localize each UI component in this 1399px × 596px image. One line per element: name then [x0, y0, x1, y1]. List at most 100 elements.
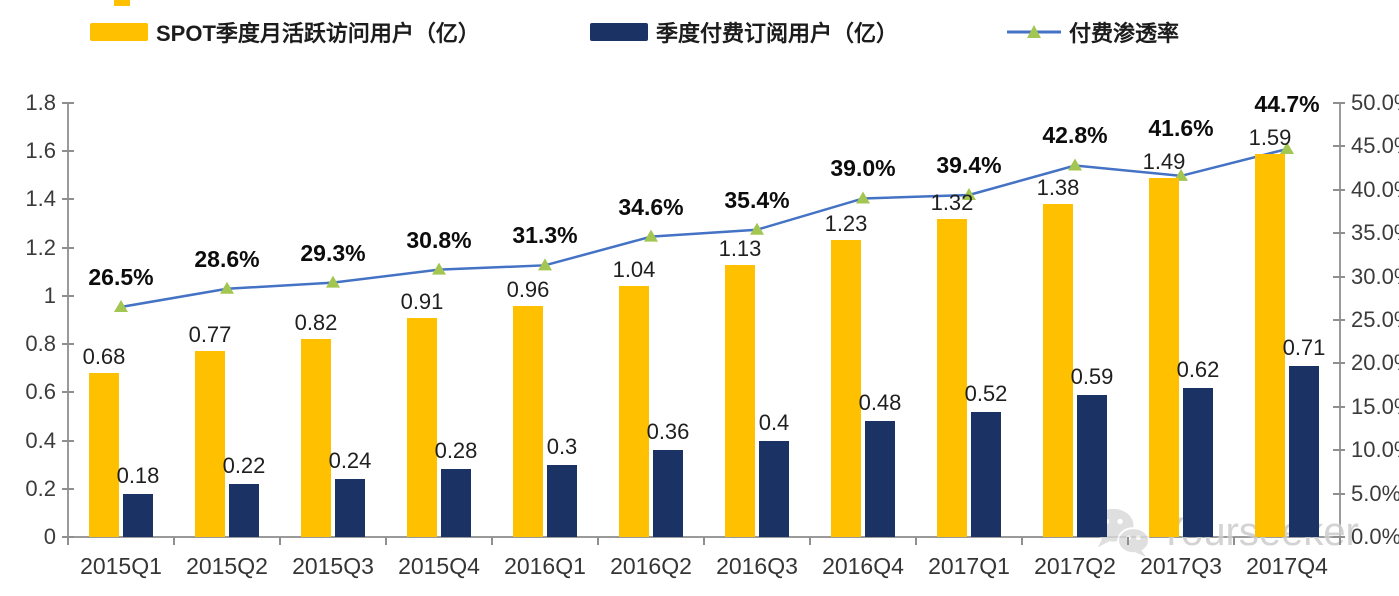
- y-axis-right-tick-label: 15.0%: [1351, 393, 1399, 419]
- penetration-marker: [432, 262, 446, 275]
- bar-mau-label: 0.91: [400, 288, 444, 314]
- x-axis-tick: [915, 537, 917, 545]
- bar-subs: [1289, 365, 1319, 537]
- legend-item-subs: 季度付费订阅用户（亿）: [590, 20, 898, 46]
- mau-legend-swatch: [90, 23, 148, 41]
- bar-mau: [89, 373, 119, 537]
- y-axis-right-tick-label: 5.0%: [1351, 480, 1399, 506]
- y-axis-left-tick-label: 1.4: [25, 186, 56, 212]
- penetration-pct-label: 41.6%: [1148, 114, 1214, 141]
- x-tick-label: 2017Q2: [1034, 553, 1116, 579]
- x-tick-label: 2016Q2: [610, 553, 692, 579]
- x-axis-tick: [1233, 537, 1235, 545]
- legend-item-mau: SPOT季度月活跃访问用户（亿）: [90, 20, 480, 46]
- y-axis-left-tick-label: 1.6: [25, 138, 56, 164]
- penetration-marker: [114, 299, 128, 312]
- y-axis-right-tick: [1333, 362, 1345, 365]
- bar-mau: [513, 305, 543, 537]
- penetration-pct-label: 28.6%: [194, 245, 260, 272]
- bar-mau-label: 1.13: [718, 235, 762, 261]
- y-axis-right-tick-label: 10.0%: [1351, 437, 1399, 463]
- bar-mau-label: 1.23: [824, 211, 868, 237]
- bar-subs-label: 0.62: [1176, 356, 1220, 382]
- penetration-marker: [326, 275, 340, 288]
- subs-legend-swatch: [590, 23, 648, 41]
- y-axis-right-tick-label: 0.0%: [1351, 524, 1399, 549]
- y-axis-right-tick: [1333, 145, 1345, 148]
- y-axis-left-tick: [62, 439, 74, 442]
- y-axis-right-tick-label: 45.0%: [1351, 133, 1399, 159]
- x-tick-label: 2015Q2: [186, 553, 268, 579]
- y-axis-left-tick-label: 0.8: [25, 331, 56, 357]
- x-tick-label: 2016Q4: [822, 553, 904, 579]
- y-axis-left-tick: [62, 246, 74, 249]
- bar-subs: [865, 421, 895, 537]
- bar-subs-label: 0.28: [434, 438, 478, 464]
- bar-mau: [831, 240, 861, 537]
- bar-subs-label: 0.18: [116, 462, 160, 488]
- penetration-marker: [856, 191, 870, 204]
- y-axis-right-tick: [1333, 405, 1345, 408]
- penetration-legend-label: 付费渗透率: [1069, 21, 1180, 46]
- y-axis-left-tick-label: 1.2: [25, 234, 56, 260]
- bar-subs: [653, 450, 683, 537]
- bar-subs: [441, 469, 471, 537]
- x-axis-tick: [385, 537, 387, 545]
- penetration-pct-label: 39.4%: [936, 152, 1002, 178]
- bar-mau-label: 0.77: [188, 322, 232, 348]
- bar-mau: [1043, 204, 1073, 537]
- y-axis-right-tick-label: 40.0%: [1351, 176, 1399, 202]
- x-tick-label: 2016Q3: [716, 553, 798, 579]
- legend-item-penetration: 付费渗透率: [1007, 20, 1179, 46]
- x-tick-label: 2016Q1: [504, 553, 586, 579]
- y-axis-right-tick: [1333, 188, 1345, 191]
- penetration-marker: [1068, 158, 1082, 171]
- bar-mau-label: 1.04: [612, 257, 656, 283]
- wechat-icon: [1093, 508, 1150, 558]
- penetration-marker: [538, 258, 552, 271]
- y-axis-left-tick: [62, 150, 74, 153]
- y-axis-right-tick: [1333, 102, 1345, 104]
- penetration-pct-label: 42.8%: [1042, 122, 1108, 149]
- bar-subs-label: 0.3: [546, 433, 578, 459]
- penetration-marker: [644, 229, 658, 242]
- x-axis-tick: [703, 537, 705, 545]
- y-axis-right-tick-label: 30.0%: [1351, 263, 1399, 289]
- x-axis-tick: [67, 537, 69, 545]
- subs-legend-label: 季度付费订阅用户（亿）: [656, 21, 899, 46]
- bar-subs: [229, 483, 259, 537]
- bar-mau: [301, 339, 331, 537]
- bar-subs-label: 0.4: [758, 409, 790, 435]
- y-axis-right-tick: [1333, 232, 1345, 235]
- penetration-marker: [220, 281, 234, 294]
- y-axis-right-tick: [1333, 492, 1345, 495]
- x-axis-tick: [1127, 537, 1129, 545]
- bar-subs-label: 0.59: [1070, 363, 1114, 389]
- bar-mau-label: 1.49: [1142, 148, 1186, 174]
- x-axis-tick: [173, 537, 175, 545]
- penetration-pct-label: 39.0%: [830, 155, 896, 182]
- bar-mau: [937, 218, 967, 537]
- penetration-pct-label: 35.4%: [724, 186, 790, 213]
- bar-mau: [1255, 153, 1285, 537]
- y-axis-right-tick-label: 25.0%: [1351, 307, 1399, 332]
- bar-mau-label: 0.68: [82, 344, 126, 370]
- bar-subs: [759, 440, 789, 537]
- penetration-pct-label: 34.6%: [618, 193, 684, 220]
- y-axis-left-tick-label: 0.6: [25, 379, 56, 405]
- bar-subs: [1183, 387, 1213, 537]
- bar-subs: [335, 479, 365, 537]
- bar-mau: [195, 351, 225, 537]
- penetration-marker: [750, 222, 764, 235]
- x-tick-label: 2015Q3: [292, 553, 374, 579]
- bar-mau-label: 1.59: [1248, 124, 1292, 150]
- y-axis-left-tick: [62, 294, 74, 297]
- x-axis-tick: [809, 537, 811, 545]
- bar-subs-label: 0.52: [964, 380, 1008, 406]
- bar-mau-label: 0.96: [506, 276, 550, 302]
- y-axis-left-tick-label: 0.2: [25, 475, 56, 501]
- bar-subs: [971, 411, 1001, 537]
- bar-mau: [407, 317, 437, 537]
- y-axis-left-tick: [62, 198, 74, 201]
- penetration-line: [120, 147, 1288, 309]
